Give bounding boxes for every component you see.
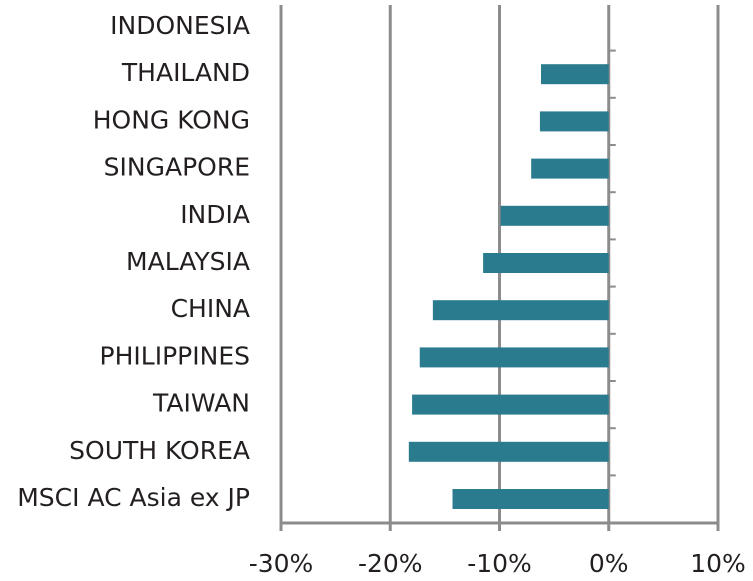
y-tick-label: MALAYSIA xyxy=(126,247,250,276)
bar xyxy=(539,111,609,132)
bar xyxy=(432,300,609,321)
y-tick-label: SOUTH KOREA xyxy=(69,436,250,465)
x-tick-label: 10% xyxy=(690,549,746,578)
y-tick-label: CHINA xyxy=(171,294,250,323)
x-tick-label: 0% xyxy=(589,549,629,578)
bar xyxy=(500,205,609,226)
y-tick-label: INDIA xyxy=(180,200,250,229)
y-tick-label: INDONESIA xyxy=(110,11,250,40)
x-tick-label: -20% xyxy=(358,549,423,578)
y-tick-label: PHILIPPINES xyxy=(100,341,250,370)
x-tick-label: -10% xyxy=(467,549,532,578)
y-tick-label: MSCI AC Asia ex JP xyxy=(17,483,250,512)
bar xyxy=(452,489,609,509)
x-tick-label: -30% xyxy=(249,549,314,578)
y-tick-label: THAILAND xyxy=(121,58,250,87)
y-tick-label: HONG KONG xyxy=(93,105,250,134)
bar xyxy=(419,347,609,368)
bar xyxy=(408,441,609,462)
bar xyxy=(531,158,609,179)
bar xyxy=(483,253,609,273)
y-tick-label: TAIWAN xyxy=(152,389,250,418)
bar xyxy=(412,394,609,415)
y-tick-label: SINGAPORE xyxy=(104,153,250,182)
bar xyxy=(541,64,609,85)
